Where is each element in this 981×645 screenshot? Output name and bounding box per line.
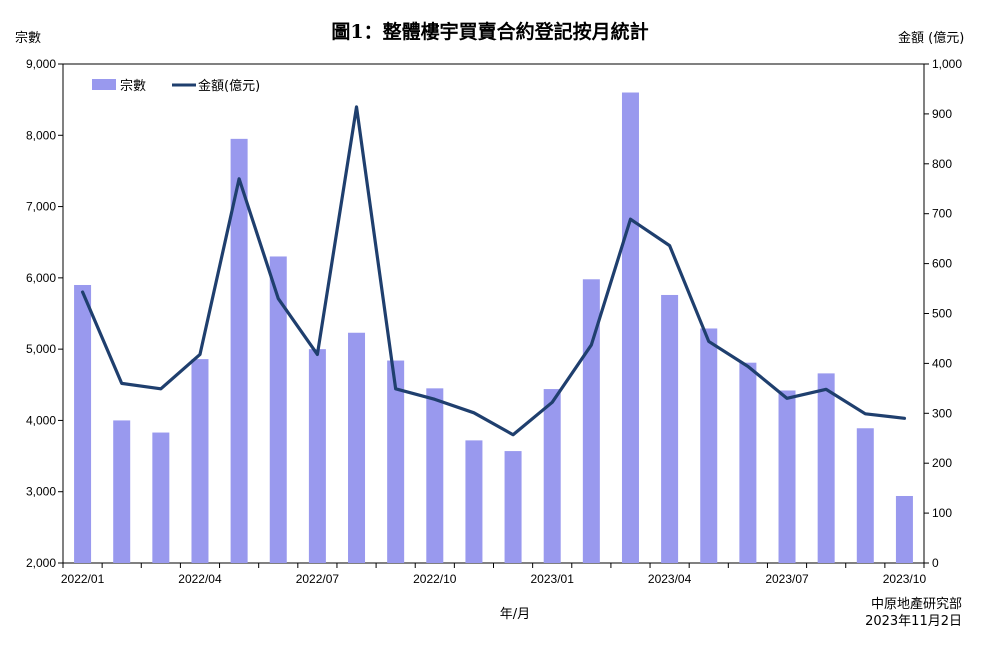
x-axis: 2022/01 2022/04 2022/07 2022/10 2023/01 2023/… <box>61 563 927 586</box>
legend-label-bar: 宗數 <box>120 78 146 94</box>
left-tick-label: 6,000 <box>26 271 56 285</box>
bar-2022/03 <box>152 432 170 563</box>
bar-2023/06 <box>739 362 757 563</box>
x-tick-label: 2023/10 <box>883 572 927 586</box>
left-axis: 2,000 3,000 4,000 5,000 6,000 7,000 8,000 9,000 <box>26 57 63 570</box>
chart-title: 圖1：整體樓宇買賣合約登記按月統計 <box>331 20 648 43</box>
bar-2022/07 <box>308 349 326 563</box>
x-tick-label: 2023/07 <box>765 572 809 586</box>
right-tick-label: 1,000 <box>932 57 962 71</box>
right-tick-label: 800 <box>932 157 952 171</box>
bar-2023/04 <box>661 294 679 563</box>
left-tick-label: 7,000 <box>26 200 56 214</box>
left-tick-label: 9,000 <box>26 57 56 71</box>
bar-2022/12 <box>504 451 522 563</box>
bar-2023/05 <box>700 328 718 563</box>
bar-2022/09 <box>387 360 405 563</box>
bar-2022/04 <box>191 359 209 563</box>
bar-series <box>74 92 913 563</box>
x-axis-label: 年/月 <box>500 607 530 622</box>
x-tick-label: 2022/04 <box>178 572 222 586</box>
right-tick-label: 300 <box>932 406 952 420</box>
source-line-2: 2023年11月2日 <box>865 614 962 629</box>
bar-2022/08 <box>348 332 366 563</box>
right-tick-label: 600 <box>932 257 952 271</box>
legend: 宗數 金額(億元) <box>92 78 260 94</box>
left-tick-label: 8,000 <box>26 128 56 142</box>
legend-label-line: 金額(億元) <box>198 78 260 94</box>
right-tick-label: 200 <box>932 456 952 470</box>
x-tick-label: 2022/10 <box>413 572 457 586</box>
bar-2022/05 <box>230 138 248 563</box>
bar-2022/01 <box>74 284 92 563</box>
legend-swatch-bar <box>92 79 116 90</box>
right-tick-label: 400 <box>932 356 952 370</box>
left-tick-label: 2,000 <box>26 556 56 570</box>
right-tick-label: 0 <box>932 556 939 570</box>
bar-2022/06 <box>269 256 287 563</box>
bar-2023/03 <box>621 92 639 563</box>
line-series <box>80 105 907 437</box>
left-tick-label: 4,000 <box>26 413 56 427</box>
right-axis: 0 100 200 300 400 500 600 700 800 900 1,000 <box>924 57 962 570</box>
right-axis-label: 金額 (億元) <box>898 30 964 46</box>
left-tick-label: 3,000 <box>26 485 56 499</box>
left-axis-label: 宗數 <box>15 30 41 46</box>
bar-2022/02 <box>113 420 131 563</box>
x-tick-label: 2023/04 <box>648 572 692 586</box>
line-amount <box>80 105 907 437</box>
bar-2022/10 <box>426 388 444 563</box>
bar-2022/11 <box>465 440 483 563</box>
x-tick-label: 2023/01 <box>531 572 575 586</box>
source-line-1: 中原地產研究部 <box>871 596 962 612</box>
bar-2023/08 <box>817 373 835 563</box>
bar-2023/10 <box>895 495 913 563</box>
right-tick-label: 500 <box>932 307 952 321</box>
right-tick-label: 100 <box>932 506 952 520</box>
right-tick-label: 900 <box>932 107 952 121</box>
bar-2023/01 <box>543 389 561 563</box>
x-tick-label: 2022/01 <box>61 572 105 586</box>
bar-2023/07 <box>778 390 796 563</box>
x-tick-label: 2022/07 <box>296 572 340 586</box>
right-tick-label: 700 <box>932 207 952 221</box>
left-tick-label: 5,000 <box>26 342 56 356</box>
bar-2023/09 <box>856 428 874 563</box>
